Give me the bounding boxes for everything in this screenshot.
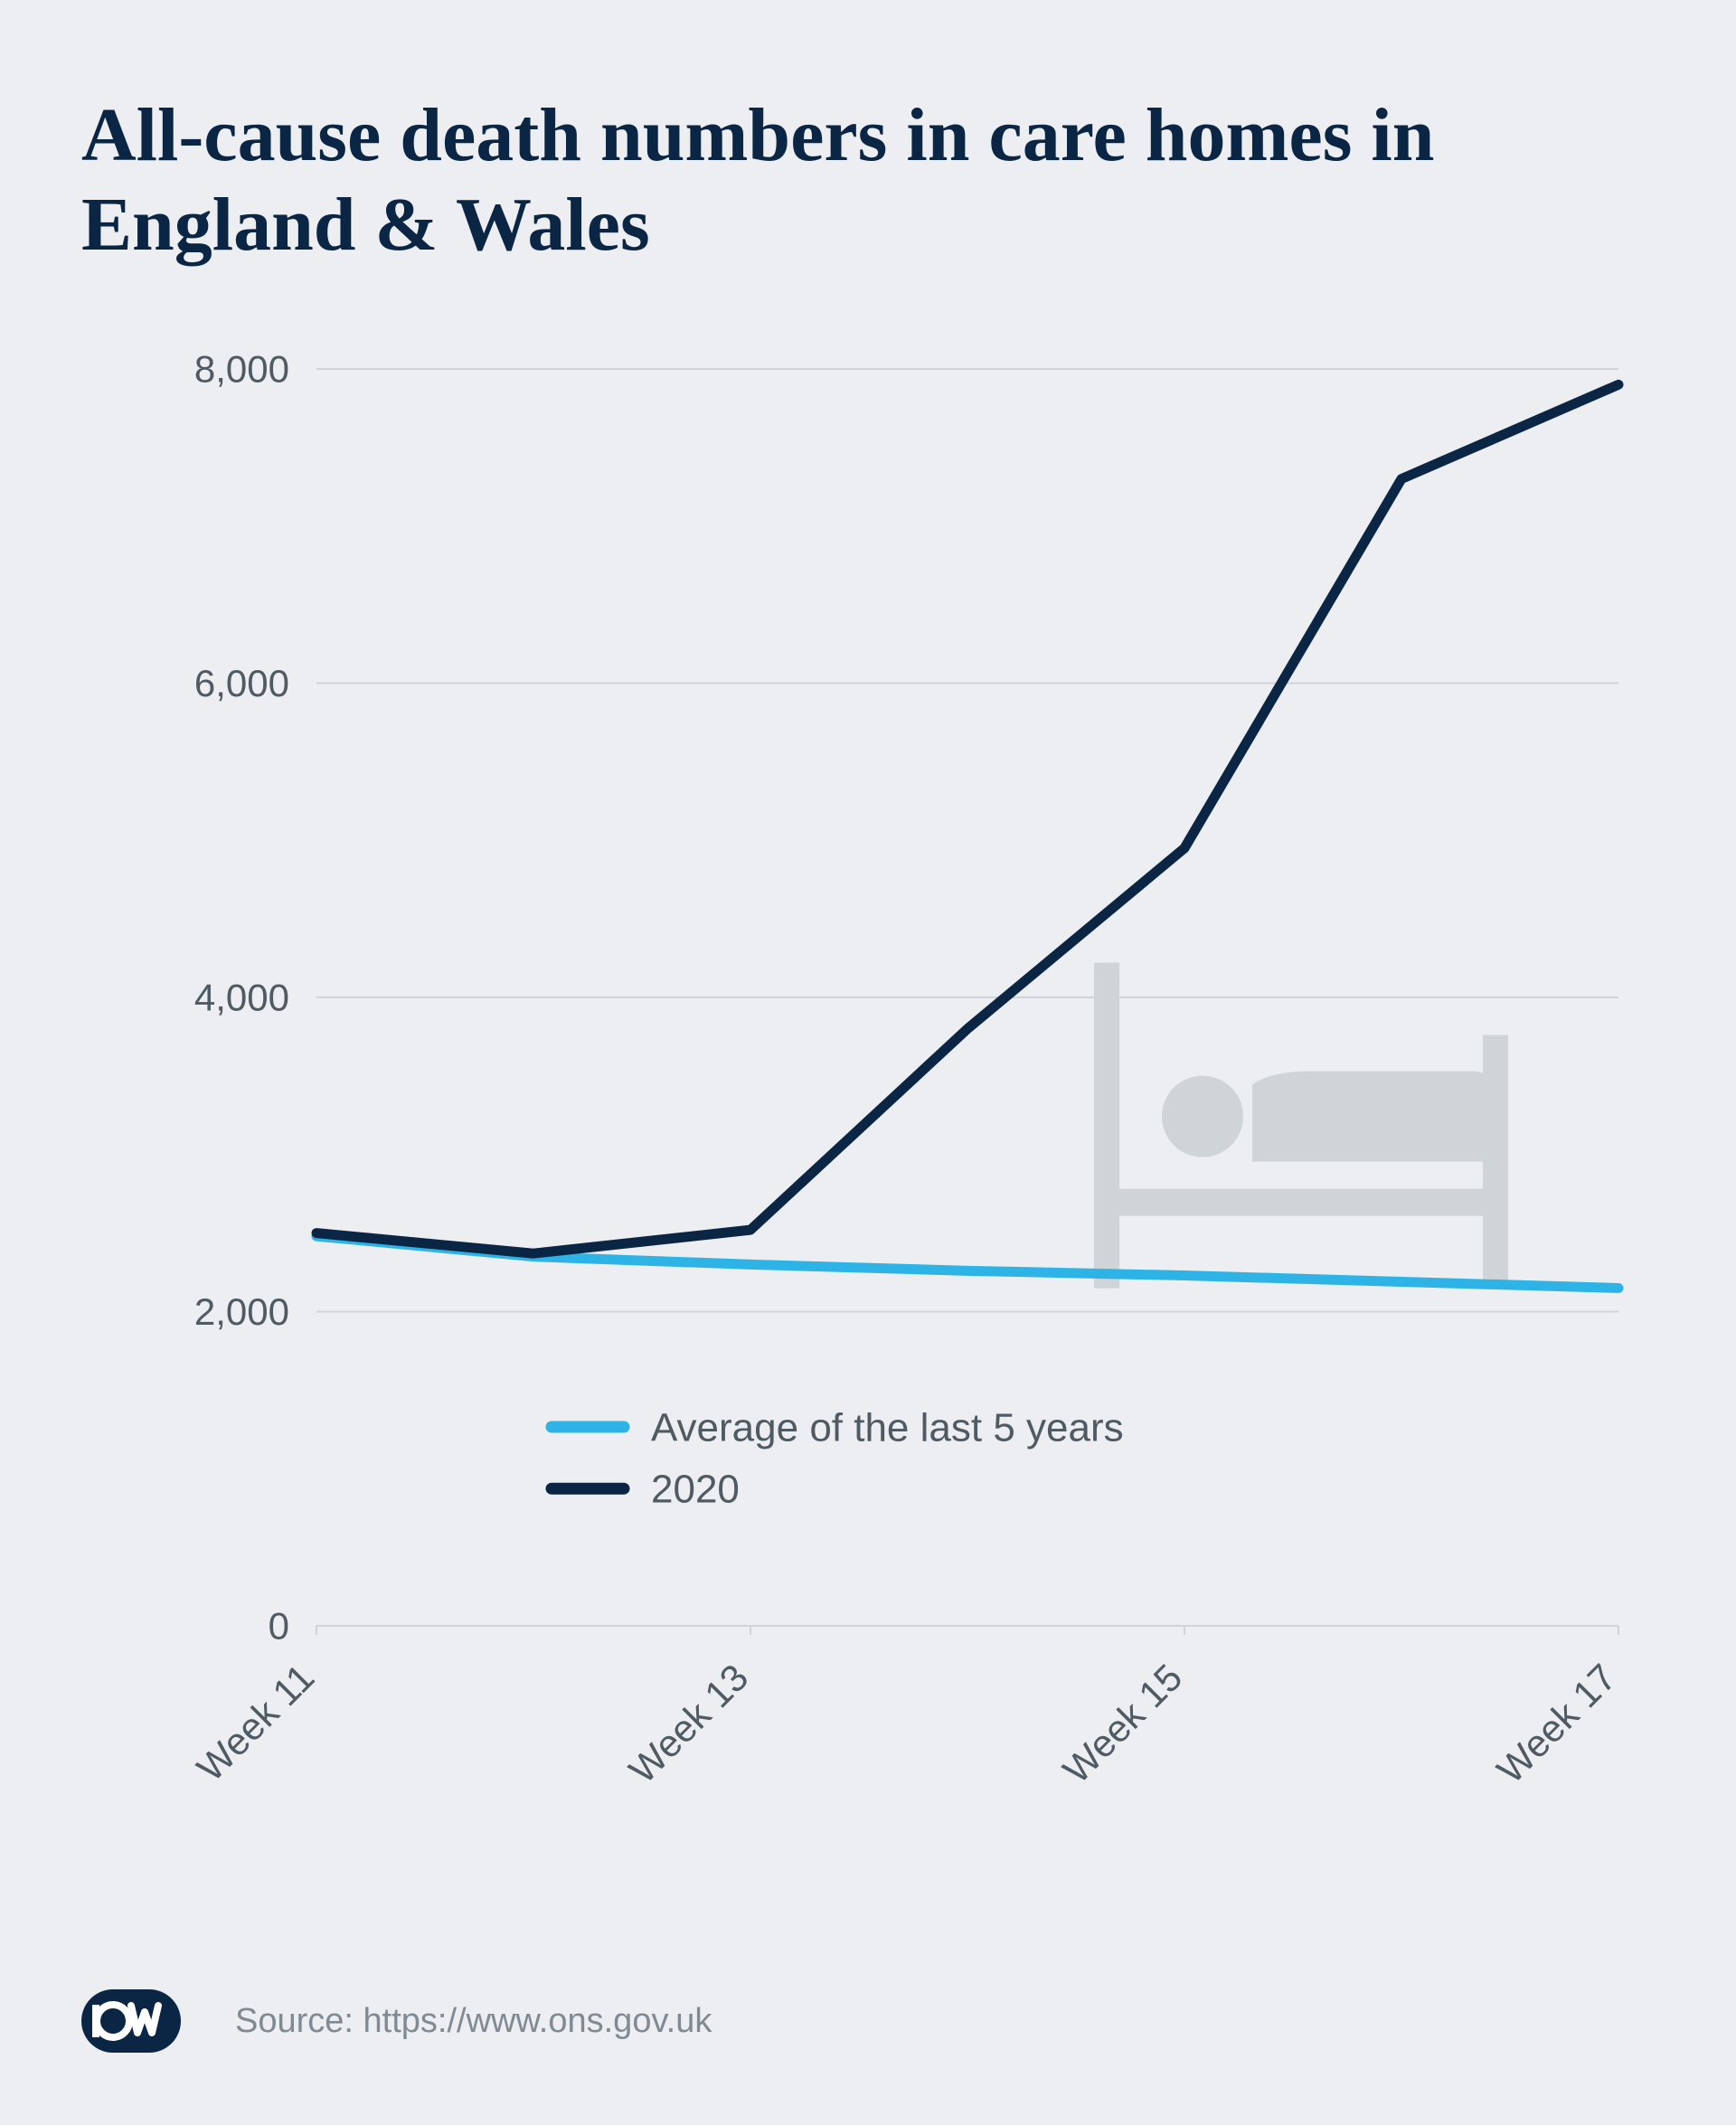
y-tick-label: 2,000 [194, 1290, 289, 1333]
dw-logo [81, 1989, 181, 2053]
legend-label: 2020 [651, 1468, 740, 1512]
y-tick-label: 0 [269, 1605, 289, 1648]
series-line-0 [316, 1236, 1618, 1288]
chart-card: All-cause death numbers in care homes in… [0, 0, 1736, 2125]
x-tick-label: Week 11 [189, 1656, 323, 1790]
y-tick-label: 6,000 [194, 662, 289, 704]
bed-icon [1094, 963, 1508, 1289]
x-tick-label: Week 15 [1054, 1656, 1190, 1791]
x-tick-label: Week 13 [620, 1656, 756, 1791]
y-tick-label: 8,000 [194, 348, 289, 391]
legend-label: Average of the last 5 years [651, 1406, 1124, 1450]
y-tick-label: 4,000 [194, 977, 289, 1019]
footer: Source: https://www.ons.gov.uk [81, 1989, 1655, 2053]
svg-text:Week 15: Week 15 [1054, 1656, 1190, 1791]
svg-text:Week 11: Week 11 [189, 1656, 323, 1790]
svg-text:Week 13: Week 13 [620, 1656, 756, 1791]
legend: Average of the last 5 years 2020 [552, 1406, 1124, 1512]
chart-area: 0 2,000 4,000 6,000 8,000 Week 11 Week 13 Week … [81, 333, 1655, 1933]
source-label: Source: https://www.ons.gov.uk [235, 2002, 712, 2041]
chart-title: All-cause death numbers in care homes in… [81, 90, 1655, 269]
line-chart: 0 2,000 4,000 6,000 8,000 Week 11 Week 13 Week … [81, 333, 1655, 1933]
x-tick-label: Week 17 [1488, 1656, 1624, 1791]
svg-text:Week 17: Week 17 [1488, 1656, 1624, 1791]
